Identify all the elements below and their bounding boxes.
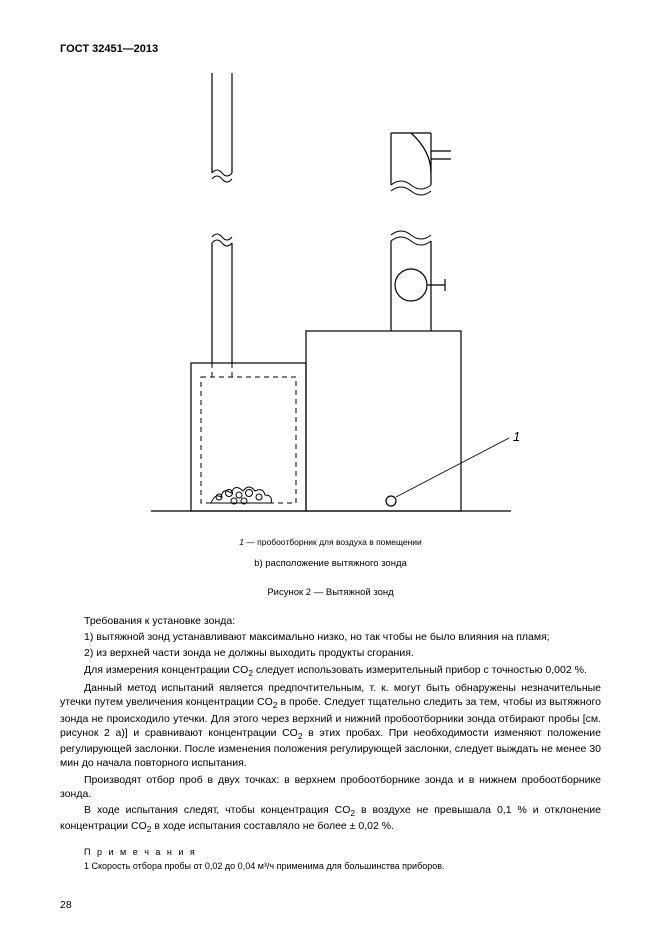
- body-text: Требования к установке зонда: 1) вытяжно…: [60, 614, 601, 872]
- page-number: 28: [60, 898, 72, 912]
- exhaust-probe-diagram: 1: [111, 63, 551, 533]
- doc-header: ГОСТ 32451—2013: [60, 42, 601, 57]
- note-1: 1 Скорость отбора пробы от 0,02 до 0,04 …: [60, 860, 601, 872]
- figure-legend: 1 1 — пробоотборник для воздуха в помеще…: [60, 537, 601, 548]
- figure-2: 1 1 1 — пробоотборник для воздуха в поме…: [60, 63, 601, 600]
- para-req-1: 1) вытяжной зонд устанавливают максималь…: [60, 630, 601, 644]
- para-measure: Для измерения концентрации CO2 следует и…: [60, 663, 601, 679]
- figure-title: Рисунок 2 — Вытяжной зонд: [60, 587, 601, 600]
- legend-text: — пробоотборник для воздуха в помещении: [246, 537, 422, 547]
- para-req-intro: Требования к установке зонда:: [60, 614, 601, 628]
- para-req-2: 2) из верхней части зонда не должны выхо…: [60, 646, 601, 660]
- para-method: Данный метод испытаний является предпочт…: [60, 681, 601, 771]
- callout-1: 1: [513, 429, 520, 444]
- para-sampling: Производят отбор проб в двух точках: в в…: [60, 773, 601, 801]
- figure-subcaption: b) расположение вытяжного зонда: [60, 558, 601, 571]
- notes-heading: П р и м е ч а н и я: [60, 846, 601, 858]
- para-limits: В ходе испытания следят, чтобы концентра…: [60, 803, 601, 836]
